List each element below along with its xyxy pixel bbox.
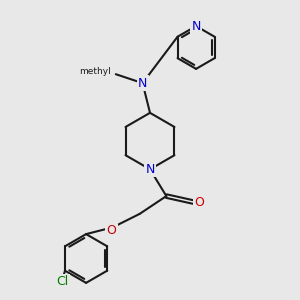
Text: O: O	[195, 196, 205, 208]
Text: O: O	[106, 224, 116, 237]
Text: N: N	[145, 163, 155, 176]
Text: N: N	[191, 20, 201, 33]
Text: methyl: methyl	[79, 67, 110, 76]
Text: Cl: Cl	[56, 275, 69, 289]
Text: N: N	[138, 76, 147, 90]
